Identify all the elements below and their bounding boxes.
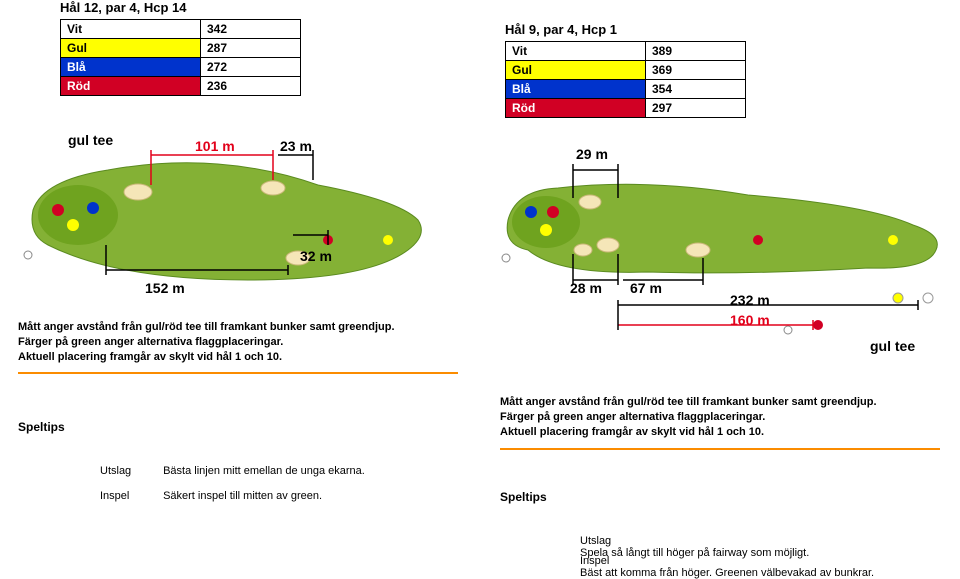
table-row: Blå272 bbox=[61, 58, 301, 77]
tee-label: Röd bbox=[61, 77, 201, 96]
tips-label: Inspel bbox=[100, 490, 160, 502]
inspel-row: Inspel Säkert inspel till mitten av gree… bbox=[100, 490, 483, 502]
hole-9-title: Hål 9, par 4, Hcp 1 bbox=[505, 22, 746, 37]
tips-label: Utslag bbox=[580, 535, 640, 547]
tips-label: Utslag bbox=[100, 465, 160, 477]
tee-value: 342 bbox=[201, 20, 301, 39]
hole-12-title: Hål 12, par 4, Hcp 14 bbox=[60, 0, 301, 15]
map-label: 32 m bbox=[300, 248, 332, 264]
hole-9-map bbox=[498, 150, 948, 360]
tips-text: Säkert inspel till mitten av green. bbox=[163, 490, 483, 502]
map-label: gul tee bbox=[68, 132, 113, 148]
utslag-row: Utslag Bästa linjen mitt emellan de unga… bbox=[100, 465, 483, 477]
table-row: Vit342 bbox=[61, 20, 301, 39]
map-label: 28 m bbox=[570, 280, 602, 296]
tee-value: 369 bbox=[646, 61, 746, 80]
tee-label: Blå bbox=[506, 80, 646, 99]
tee-label: Blå bbox=[61, 58, 201, 77]
tee-label: Gul bbox=[61, 39, 201, 58]
tee-value: 272 bbox=[201, 58, 301, 77]
map-label: 160 m bbox=[730, 312, 770, 328]
table-row: Vit389 bbox=[506, 42, 746, 61]
desc-line: Färger på green anger alternativa flaggp… bbox=[500, 411, 765, 423]
map-label: 232 m bbox=[730, 292, 770, 308]
hole-12-tee-table: Vit342 Gul287 Blå272 Röd236 bbox=[60, 19, 301, 96]
table-row: Blå354 bbox=[506, 80, 746, 99]
tee-value: 354 bbox=[646, 80, 746, 99]
table-row: Gul369 bbox=[506, 61, 746, 80]
tee-label: Gul bbox=[506, 61, 646, 80]
hole-9-description: Mått anger avstånd från gul/röd tee till… bbox=[500, 395, 940, 440]
desc-line: Aktuell placering framgår av skylt vid h… bbox=[500, 426, 764, 438]
map-label: gul tee bbox=[870, 338, 915, 354]
divider bbox=[18, 372, 458, 374]
desc-line: Mått anger avstånd från gul/röd tee till… bbox=[18, 321, 395, 333]
desc-line: Aktuell placering framgår av skylt vid h… bbox=[18, 351, 282, 363]
table-row: Röd236 bbox=[61, 77, 301, 96]
hole-9-tee-table: Vit389 Gul369 Blå354 Röd297 bbox=[505, 41, 746, 118]
speltips-heading: Speltips bbox=[500, 490, 547, 504]
tee-value: 287 bbox=[201, 39, 301, 58]
table-row: Gul287 bbox=[61, 39, 301, 58]
divider bbox=[500, 448, 940, 450]
tips-text: Bäst att komma från höger. Greenen välbe… bbox=[580, 567, 900, 579]
tee-value: 297 bbox=[646, 99, 746, 118]
map-label: 29 m bbox=[576, 146, 608, 162]
tee-value: 236 bbox=[201, 77, 301, 96]
tee-label: Vit bbox=[61, 20, 201, 39]
desc-line: Färger på green anger alternativa flaggp… bbox=[18, 336, 283, 348]
tee-value: 389 bbox=[646, 42, 746, 61]
map-label: 67 m bbox=[630, 280, 662, 296]
hole-12-map bbox=[18, 130, 458, 290]
table-row: Röd297 bbox=[506, 99, 746, 118]
speltips-heading: Speltips bbox=[18, 420, 65, 434]
map-label: 23 m bbox=[280, 138, 312, 154]
tips-label: Inspel bbox=[580, 555, 640, 567]
map-label: 152 m bbox=[145, 280, 185, 296]
hole-12-description: Mått anger avstånd från gul/röd tee till… bbox=[18, 320, 458, 365]
desc-line: Mått anger avstånd från gul/röd tee till… bbox=[500, 396, 877, 408]
hole-9-section: Hål 9, par 4, Hcp 1 Vit389 Gul369 Blå354… bbox=[505, 22, 746, 118]
tee-label: Röd bbox=[506, 99, 646, 118]
tee-label: Vit bbox=[506, 42, 646, 61]
map-label: 101 m bbox=[195, 138, 235, 154]
inspel-row: Inspel Bäst att komma från höger. Greene… bbox=[580, 555, 960, 579]
tips-text: Bästa linjen mitt emellan de unga ekarna… bbox=[163, 465, 483, 477]
hole-12-section: Hål 12, par 4, Hcp 14 Vit342 Gul287 Blå2… bbox=[60, 0, 301, 96]
